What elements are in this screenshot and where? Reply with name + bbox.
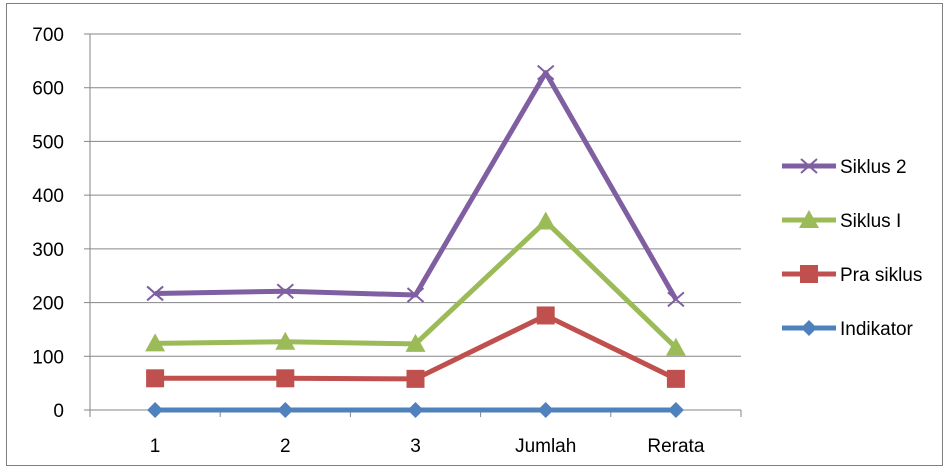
data-point-marker bbox=[276, 283, 294, 300]
legend-label: Siklus 2 bbox=[840, 157, 907, 178]
series-siklus-i bbox=[145, 211, 686, 356]
data-point-marker bbox=[146, 285, 164, 302]
data-point-marker bbox=[667, 291, 685, 308]
legend-entry: Pra siklus bbox=[782, 265, 922, 286]
data-point-marker bbox=[147, 402, 164, 418]
data-point-marker bbox=[665, 337, 686, 356]
data-point-marker bbox=[277, 402, 294, 418]
data-point-marker bbox=[407, 402, 424, 418]
legend: Siklus 2 Siklus I Pra siklus Indikator bbox=[782, 157, 922, 340]
y-tick-label: 0 bbox=[53, 401, 64, 422]
legend-entry: Siklus I bbox=[782, 210, 901, 232]
legend-label: Indikator bbox=[840, 319, 914, 340]
legend-marker bbox=[800, 265, 818, 283]
x-tick-label: 1 bbox=[150, 436, 161, 457]
y-tick-label: 200 bbox=[32, 294, 64, 315]
series-line bbox=[155, 70, 679, 301]
x-tick-label: 3 bbox=[410, 436, 421, 457]
y-tick-label: 700 bbox=[32, 25, 64, 46]
data-point-marker bbox=[406, 369, 425, 388]
y-tick-label: 400 bbox=[32, 186, 64, 207]
data-point-marker bbox=[275, 331, 296, 350]
series-line bbox=[155, 218, 678, 350]
y-tick-label: 300 bbox=[32, 240, 64, 261]
series-siklus-2 bbox=[146, 64, 685, 308]
y-tick-label: 500 bbox=[32, 132, 64, 153]
x-tick-label: Jumlah bbox=[515, 436, 576, 457]
legend-label: Siklus I bbox=[840, 211, 901, 232]
data-point-marker bbox=[667, 402, 684, 418]
chart-frame bbox=[6, 3, 943, 466]
x-tick-label: 2 bbox=[280, 436, 291, 457]
data-point-marker bbox=[535, 211, 556, 230]
legend-marker bbox=[799, 210, 819, 228]
series-indikator bbox=[147, 402, 684, 418]
axes: 0 100 200 300 400 500 600 700 1 2 3 Jumlah Rerata bbox=[32, 25, 742, 457]
legend-marker bbox=[800, 158, 818, 174]
data-point-marker bbox=[537, 64, 555, 81]
legend-entry: Siklus 2 bbox=[782, 157, 907, 178]
legend-entry: Indikator bbox=[782, 319, 914, 340]
data-point-marker bbox=[405, 333, 426, 352]
legend-label: Pra siklus bbox=[840, 265, 922, 286]
y-tick-label: 100 bbox=[32, 347, 64, 368]
data-point-marker bbox=[145, 333, 166, 352]
series-pra-siklus bbox=[146, 306, 685, 388]
legend-marker bbox=[801, 320, 817, 336]
data-point-marker bbox=[537, 402, 554, 418]
gridlines bbox=[90, 33, 741, 357]
x-tick-label: Rerata bbox=[647, 436, 704, 457]
data-point-marker bbox=[276, 369, 295, 388]
data-point-marker bbox=[666, 369, 685, 388]
data-point-marker bbox=[536, 306, 555, 325]
data-point-marker bbox=[146, 369, 165, 388]
series-lines bbox=[145, 64, 686, 418]
data-point-marker bbox=[406, 287, 425, 303]
y-tick-label: 600 bbox=[32, 79, 64, 100]
